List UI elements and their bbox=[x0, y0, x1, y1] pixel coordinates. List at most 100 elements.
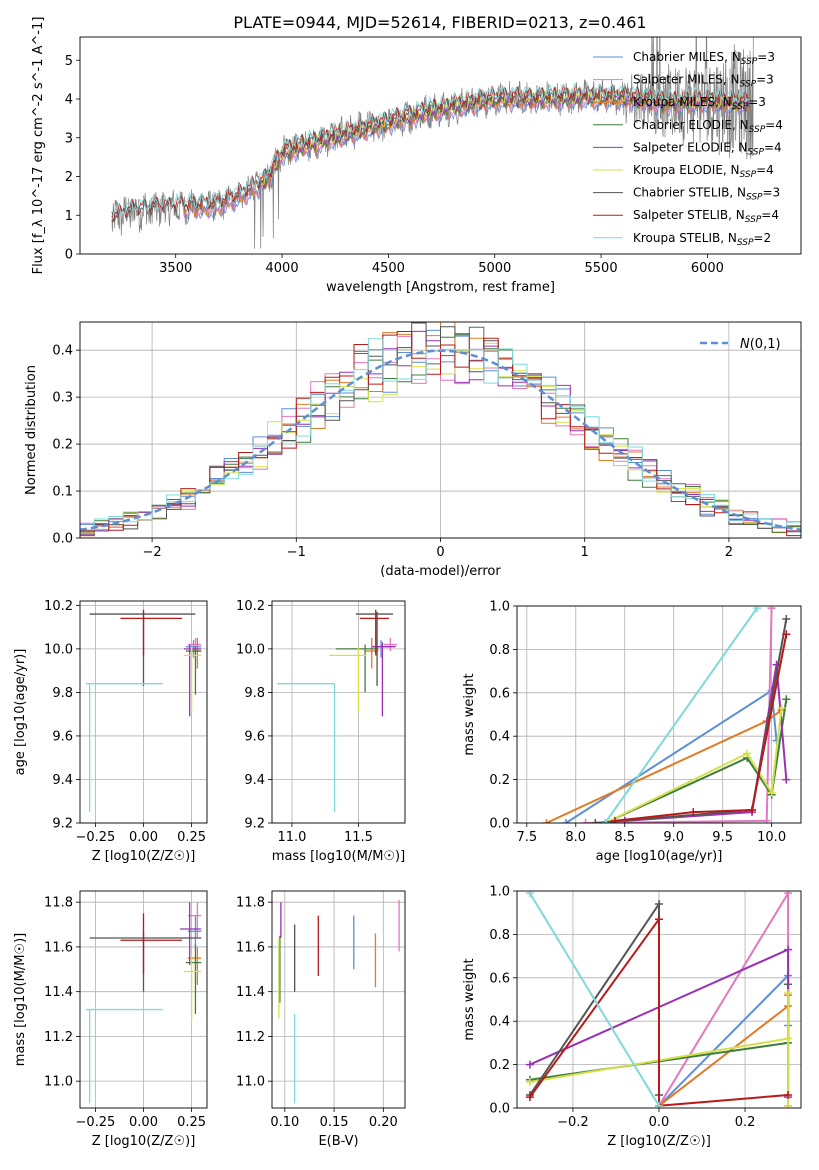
y-tick-label: 9.6 bbox=[52, 729, 73, 744]
weight-line bbox=[604, 707, 783, 823]
errorbar-point bbox=[180, 902, 202, 965]
axes-frame bbox=[271, 600, 406, 824]
y-tick-label: 0.4 bbox=[489, 730, 510, 745]
weight-marker bbox=[784, 1101, 793, 1108]
x-tick-label: 11.5 bbox=[344, 830, 373, 845]
legend-sub: SSP bbox=[740, 170, 757, 180]
weight-line bbox=[604, 699, 788, 823]
x-tick-label: −0.25 bbox=[75, 1115, 115, 1130]
y-tick-label: 0.0 bbox=[489, 817, 510, 832]
x-axis-label: wavelength [Angstrom, rest frame] bbox=[326, 280, 555, 295]
x-tick-label: 8.5 bbox=[614, 830, 635, 845]
errorbar-point bbox=[335, 644, 379, 693]
weight-marker bbox=[689, 808, 698, 817]
errorbar-point bbox=[185, 944, 202, 1015]
y-tick-label: 0.2 bbox=[489, 1058, 510, 1073]
x-axis-label: E(B-V) bbox=[318, 1134, 358, 1149]
legend-label: Chabrier MILES, NSSP=3 bbox=[633, 50, 775, 67]
gaussian-curve bbox=[80, 349, 801, 532]
weight-marker bbox=[784, 891, 793, 898]
axes-mass_vs_ebv: 0.10 0.15 0.20 11.0 11.2 11.4 11.6 11.8 E(B-V) bbox=[236, 890, 406, 1149]
y-tick-label: 0.0 bbox=[489, 1102, 510, 1117]
weight-marker bbox=[777, 703, 786, 712]
weight-marker bbox=[561, 819, 570, 823]
plot-area-age_vs_mass bbox=[277, 609, 398, 813]
x-tick-label: 0.00 bbox=[129, 1115, 158, 1130]
axes-mass_vs_Z: −0.25 0.00 0.25 11.0 11.2 11.4 11.6 11.8 Z [log1… bbox=[13, 890, 208, 1149]
x-tick-label: 0.0 bbox=[649, 1115, 670, 1130]
errorbar-point bbox=[183, 644, 202, 717]
weight-line bbox=[614, 634, 788, 822]
errorbar-point bbox=[183, 953, 202, 1021]
y-tick-label: 9.2 bbox=[244, 817, 265, 832]
weight-marker bbox=[784, 1090, 793, 1099]
errorbar-point bbox=[277, 683, 336, 813]
weight-marker bbox=[767, 606, 776, 613]
x-tick-label: −2 bbox=[143, 545, 162, 560]
weight-line bbox=[604, 607, 758, 823]
y-tick-label: 4 bbox=[65, 93, 73, 108]
weight-marker bbox=[784, 1034, 793, 1043]
errorbar-point bbox=[329, 646, 367, 712]
y-tick-label: 3 bbox=[65, 131, 73, 146]
weight-marker bbox=[525, 1077, 534, 1086]
errorbar-point bbox=[120, 913, 182, 974]
y-tick-label: 0.2 bbox=[52, 438, 73, 453]
y-tick-label: 2 bbox=[65, 170, 73, 185]
y-tick-label: 0.6 bbox=[489, 686, 510, 701]
x-tick-label: −0.25 bbox=[75, 830, 115, 845]
x-axis-label: Z [log10(Z/Z☉)] bbox=[92, 1134, 196, 1149]
weight-marker bbox=[655, 900, 663, 909]
model-spectrum bbox=[111, 81, 751, 220]
legend-sub: SSP bbox=[741, 57, 758, 67]
y-tick-label: 0.8 bbox=[489, 643, 510, 658]
errorbar-point bbox=[365, 638, 379, 669]
axes-spectrum: 3500 4000 4500 5000 5500 6000 0 1 2 3 4 5 wavelength… bbox=[31, 17, 802, 295]
y-tick-label: 11.2 bbox=[236, 1030, 265, 1045]
y-axis-label: Flux [f_λ 10^-17 erg cm^-2 s^-1 A^-1] bbox=[31, 17, 46, 275]
x-tick-label: 3500 bbox=[159, 261, 192, 276]
weight-marker bbox=[743, 749, 752, 758]
y-tick-label: 11.6 bbox=[236, 940, 265, 955]
y-tick-label: 1 bbox=[65, 209, 73, 224]
axes-age_vs_mass: 11.0 11.5 9.2 9.4 9.6 9.8 10.0 10.2 mass [log10(… bbox=[236, 599, 406, 864]
y-tick-label: 0.4 bbox=[489, 1015, 510, 1030]
x-tick-label: 0.20 bbox=[369, 1115, 398, 1130]
y-tick-label: 0.1 bbox=[52, 485, 73, 500]
x-axis-label: (data-model)/error bbox=[380, 564, 501, 579]
weight-series bbox=[525, 891, 663, 1108]
y-tick-label: 0.8 bbox=[489, 928, 510, 943]
weight-marker bbox=[610, 816, 619, 823]
plot-area-mass_vs_ebv bbox=[278, 899, 400, 1104]
legend-label: N(0,1) bbox=[740, 337, 781, 352]
weight-marker bbox=[748, 805, 757, 814]
y-tick-label: 10.0 bbox=[44, 642, 73, 657]
y-tick-label: 9.4 bbox=[244, 773, 265, 788]
weight-series bbox=[655, 991, 793, 1108]
axes-weight_vs_age: 7.5 8.0 8.5 9.0 9.5 10.0 0.0 0.2 0.4 0.6 0.8 1.0 age… bbox=[462, 600, 802, 864]
axes-frame bbox=[271, 890, 406, 1109]
x-tick-label: −0.2 bbox=[557, 1115, 589, 1130]
legend-value: =3 bbox=[763, 186, 781, 200]
weight-marker bbox=[525, 891, 534, 898]
grid-weight_vs_age bbox=[517, 605, 801, 824]
y-tick-label: 9.6 bbox=[244, 729, 265, 744]
weight-marker bbox=[525, 1060, 534, 1069]
legend-sub: SSP bbox=[737, 238, 754, 248]
x-axis-label: age [log10(age/yr)] bbox=[596, 849, 723, 864]
weight-line bbox=[585, 608, 773, 823]
weight-line bbox=[565, 688, 778, 823]
legend-label: Chabrier STELIB, NSSP=3 bbox=[633, 186, 780, 203]
weight-marker bbox=[782, 695, 791, 704]
weight-marker bbox=[784, 988, 793, 997]
legend-value: =4 bbox=[756, 163, 774, 177]
y-tick-label: 10.0 bbox=[236, 642, 265, 657]
legend-value: =4 bbox=[761, 208, 779, 222]
y-axis-label: Normed distribution bbox=[24, 365, 39, 495]
legend-sub: SSP bbox=[732, 102, 749, 112]
y-tick-label: 11.8 bbox=[236, 896, 265, 911]
x-tick-label: 11.0 bbox=[277, 830, 306, 845]
weight-marker bbox=[601, 819, 610, 823]
errorbar-point bbox=[120, 609, 182, 656]
y-tick-label: 11.0 bbox=[44, 1075, 73, 1090]
